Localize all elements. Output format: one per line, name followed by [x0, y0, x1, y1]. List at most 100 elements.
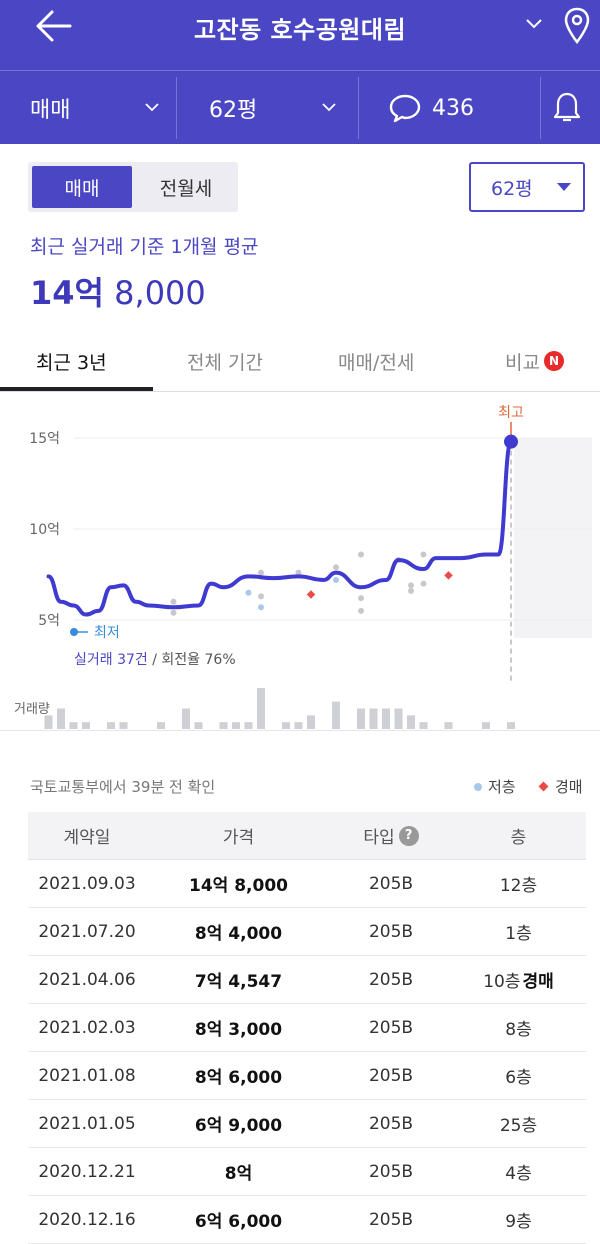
min-label: 최저: [94, 625, 120, 641]
y-tick-label: 5억: [38, 613, 60, 629]
row-date: 2020.12.16: [38, 1209, 136, 1230]
filter-bar: 매매 62평 436: [0, 70, 600, 144]
row-floor: 12층: [451, 871, 586, 896]
row-type: 205B: [368, 1209, 414, 1230]
volume-bar: [444, 722, 453, 729]
transaction-table: 계약일 가격 타입 ? 층 2021.09.03 14억 8,000 205B 12층…: [28, 812, 586, 1244]
title-row: 고잔동 호수공원대림: [0, 0, 600, 54]
volume-bar: [232, 722, 240, 729]
average-price-main: 14억: [30, 274, 104, 312]
volume-bar: [82, 722, 90, 729]
deal-segment-control: 매매 전월세: [28, 162, 238, 212]
table-header: 계약일 가격 타입 ? 층: [28, 812, 586, 860]
volume-bar: [282, 722, 290, 729]
scatter-point: [408, 587, 414, 594]
period-tabs: 최근 3년 전체 기간 매매/전세 비교 N: [0, 330, 600, 392]
size-dropdown[interactable]: 62평: [209, 71, 359, 145]
scatter-point: [333, 564, 339, 571]
location-pin-icon[interactable]: [562, 6, 592, 46]
row-price: 8억 3,000: [194, 1020, 283, 1040]
tab-all-period[interactable]: 전체 기간: [187, 351, 263, 374]
row-floor-value: 9층: [505, 1212, 532, 1232]
row-date: 2021.02.03: [38, 1017, 136, 1038]
chevron-down-icon[interactable]: [524, 14, 544, 34]
stats-turnover: / 회전율 76%: [148, 652, 236, 668]
row-floor: 1층: [451, 919, 586, 944]
row-floor: 8층: [451, 1015, 586, 1040]
comment-count: 436: [432, 95, 474, 121]
row-floor: 10층 경매: [451, 967, 586, 992]
row-floor-value: 25층: [499, 1116, 538, 1136]
row-floor-value: 4층: [505, 1164, 532, 1184]
header-price: 가격: [222, 828, 255, 848]
row-floor-value: 8층: [505, 1020, 532, 1040]
row-type: 205B: [368, 1161, 414, 1182]
volume-bar: [507, 722, 515, 729]
segment-sale[interactable]: 매매: [32, 166, 132, 208]
table-row[interactable]: 2021.04.06 7억 4,547 205B 10층 경매: [28, 956, 586, 1004]
top-app-bar: 고잔동 호수공원대림 매매 62평 436: [0, 0, 600, 144]
volume-bar: [244, 722, 253, 729]
segment-rent[interactable]: 전월세: [159, 177, 213, 200]
bell-icon[interactable]: [552, 91, 582, 125]
auction-diamond-icon: [538, 781, 549, 792]
row-price: 6억 9,000: [194, 1116, 283, 1136]
y-tick-label: 10억: [29, 522, 60, 538]
header-type-label: 타입: [363, 828, 395, 848]
stats-text: 실거래 37건 / 회전율 76%: [74, 652, 236, 668]
row-type: 205B: [368, 921, 414, 942]
scatter-point: [258, 593, 264, 600]
volume-bar: [257, 688, 265, 729]
row-floor-value: 6층: [505, 1068, 532, 1088]
row-price: 14억 8,000: [189, 876, 288, 896]
help-icon[interactable]: ?: [398, 825, 419, 846]
tab-recent-3y[interactable]: 최근 3년: [36, 351, 107, 374]
tab-sale-jeonse[interactable]: 매매/전세: [338, 351, 415, 374]
scatter-point: [258, 569, 264, 576]
size-select-label: 62평: [491, 177, 533, 200]
max-point: [504, 434, 518, 449]
table-row[interactable]: 2021.01.08 8억 6,000 205B 6층: [28, 1052, 586, 1100]
header-floor: 층: [510, 828, 527, 848]
table-row[interactable]: 2021.02.03 8억 3,000 205B 8층: [28, 1004, 586, 1052]
average-price-sub: 8,000: [114, 274, 206, 312]
table-body: 2021.09.03 14억 8,000 205B 12층 2021.07.20 8억 4…: [28, 860, 586, 1244]
row-type: 205B: [368, 1065, 414, 1086]
scatter-point: [358, 607, 364, 614]
size-select[interactable]: 62평: [469, 162, 585, 212]
legend-low-floor: 저층: [474, 776, 516, 797]
row-floor: 6층: [451, 1063, 586, 1088]
table-row[interactable]: 2021.07.20 8억 4,000 205B 1층: [28, 908, 586, 956]
row-floor-value: 12층: [499, 876, 538, 896]
volume-bar: [419, 722, 428, 729]
tab-compare[interactable]: 비교 N: [505, 330, 564, 392]
deal-type-label: 매매: [30, 98, 71, 123]
row-price: 6억 6,000: [194, 1212, 283, 1232]
volume-bar: [357, 708, 365, 729]
comments-button[interactable]: 436: [388, 71, 518, 145]
divider: [0, 730, 600, 731]
page-title[interactable]: 고잔동 호수공원대림: [193, 16, 407, 44]
chevron-down-icon: [322, 103, 336, 112]
deal-type-dropdown[interactable]: 매매: [30, 71, 170, 145]
back-arrow-icon[interactable]: [34, 8, 74, 44]
table-row[interactable]: 2020.12.16 6억 6,000 205B 9층: [28, 1196, 586, 1244]
table-row[interactable]: 2021.09.03 14억 8,000 205B 12층: [28, 860, 586, 908]
scatter-point: [333, 576, 339, 583]
volume-bar: [382, 708, 390, 729]
divider: [358, 77, 359, 139]
scatter-point: [170, 598, 177, 605]
price-line: [46, 439, 513, 617]
row-date: 2020.12.21: [38, 1161, 136, 1182]
volume-bar: [294, 722, 303, 729]
table-row[interactable]: 2021.01.05 6억 9,000 205B 25층: [28, 1100, 586, 1148]
table-row[interactable]: 2020.12.21 8억 205B 4층: [28, 1148, 586, 1196]
volume-bar: [194, 722, 203, 729]
scatter-point: [358, 551, 364, 558]
y-tick-label: 15억: [29, 431, 60, 447]
average-price-value: 14억 8,000: [30, 268, 206, 314]
row-date: 2021.01.08: [38, 1065, 136, 1086]
divider: [540, 77, 541, 139]
